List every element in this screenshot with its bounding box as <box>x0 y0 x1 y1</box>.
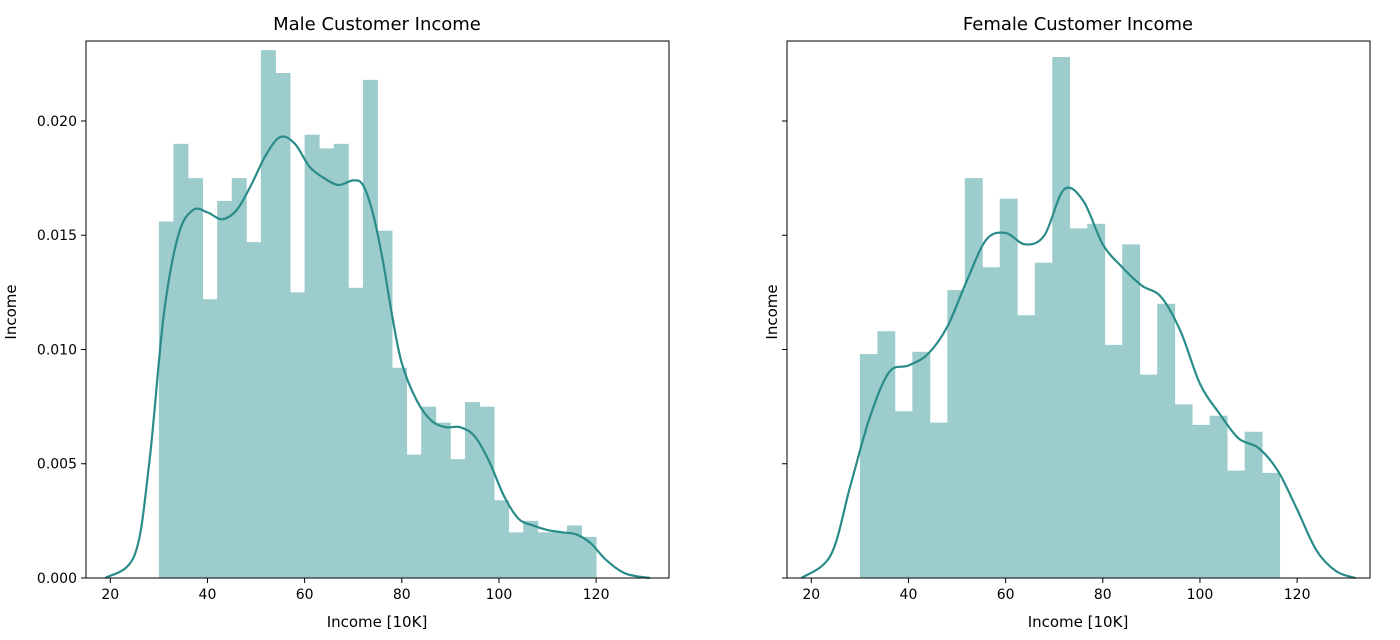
histogram-bar <box>173 143 189 578</box>
histogram-bar <box>464 402 480 578</box>
x-tick-label: 40 <box>199 587 217 603</box>
histogram-bar <box>290 292 306 578</box>
histogram-bar <box>912 351 931 578</box>
plot-frame <box>786 40 1371 579</box>
histogram-bar <box>494 500 510 578</box>
x-tick-label: 80 <box>1094 587 1112 603</box>
histogram-bar <box>964 178 983 579</box>
histogram-bar <box>333 143 349 578</box>
histogram-bar <box>377 230 393 578</box>
histogram-bar <box>231 178 247 579</box>
histogram-bar <box>348 287 364 578</box>
histogram-bar <box>275 72 291 579</box>
x-axis-label: Income [10K] <box>1028 613 1129 631</box>
histogram-bar <box>552 532 568 578</box>
histogram-bar <box>859 354 878 578</box>
x-tick-label: 100 <box>486 587 513 603</box>
histogram-bar <box>1104 344 1123 578</box>
x-tick-label: 40 <box>900 587 918 603</box>
y-tick-label: 0.010 <box>37 342 77 358</box>
histogram-bar <box>246 242 262 578</box>
x-tick-label: 20 <box>802 587 820 603</box>
histogram-bar <box>894 411 913 578</box>
y-axis-label: Income <box>2 284 20 339</box>
histogram-bar <box>158 221 174 578</box>
histogram-bar <box>1174 404 1193 578</box>
histogram-bar <box>947 290 966 578</box>
male-income-chart: Male Customer Income Income Income [10K]… <box>2 14 670 631</box>
y-tick-label: 0.020 <box>37 114 77 130</box>
histogram-bar <box>566 525 582 578</box>
histogram-bar <box>188 178 203 579</box>
kde-line <box>104 135 650 580</box>
histogram-bar <box>581 536 597 578</box>
histogram-bar <box>1122 244 1141 578</box>
histogram-bar <box>1139 374 1158 578</box>
histogram-bar <box>1017 315 1036 578</box>
histogram-bar <box>1069 228 1088 578</box>
histogram-bar <box>406 454 422 578</box>
histogram-bar <box>999 198 1018 579</box>
histogram-bar <box>929 422 948 578</box>
x-tick-label: 80 <box>393 587 411 603</box>
histogram-bar <box>1087 223 1106 578</box>
y-tick-label: 0.015 <box>37 228 77 244</box>
histogram-bar <box>421 406 437 578</box>
histogram-bar <box>1192 424 1211 578</box>
x-tick-label: 60 <box>296 587 314 603</box>
x-tick-label: 100 <box>1187 587 1214 603</box>
plot-frame <box>85 40 670 579</box>
y-tick-label: 0.005 <box>37 457 77 473</box>
histogram-bar <box>217 200 233 578</box>
x-tick-label: 120 <box>1284 587 1311 603</box>
chart-title: Female Customer Income <box>963 14 1193 35</box>
x-tick-label: 60 <box>997 587 1015 603</box>
histogram-bar <box>1262 472 1281 578</box>
x-axis-label: Income [10K] <box>327 613 428 631</box>
histogram-bar <box>202 299 218 578</box>
female-income-chart: Female Customer Income Income Income [10… <box>763 14 1371 631</box>
histogram-bar <box>392 367 408 578</box>
y-tick-label: 0.000 <box>37 571 77 587</box>
histogram-bar <box>1034 262 1053 578</box>
chart-title: Male Customer Income <box>273 14 481 35</box>
kde-line <box>800 186 1356 580</box>
histogram-bar <box>523 520 539 578</box>
histogram-bar <box>982 267 1001 578</box>
histogram-bar <box>260 50 276 578</box>
histogram-bar <box>362 79 378 578</box>
histogram-bar <box>1052 57 1071 578</box>
histogram-bar <box>1157 303 1176 578</box>
histogram-bar <box>877 331 896 578</box>
histogram-bar <box>479 406 495 578</box>
histogram-bar <box>435 422 451 578</box>
x-tick-label: 120 <box>583 587 610 603</box>
histogram-bar <box>508 532 524 578</box>
y-axis-label: Income <box>763 284 781 339</box>
histogram-bar <box>450 459 466 578</box>
histogram-bar <box>537 532 553 578</box>
x-tick-label: 20 <box>101 587 119 603</box>
histogram-bar <box>319 148 335 578</box>
histogram-bar <box>1209 415 1228 578</box>
histogram-bar <box>1227 470 1246 578</box>
histogram-bar <box>1244 431 1263 578</box>
histogram-bar <box>304 134 320 578</box>
